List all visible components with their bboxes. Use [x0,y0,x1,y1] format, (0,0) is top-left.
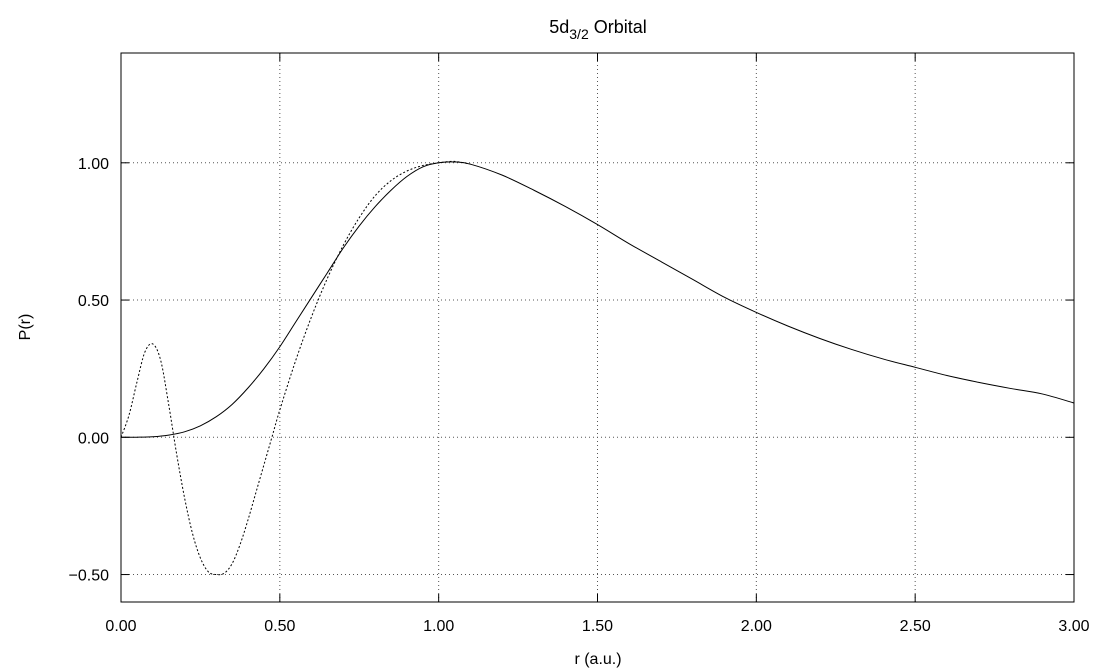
chart-title-subscript: 3/2 [569,26,589,42]
chart-title-suffix: Orbital [589,17,647,37]
x-tick-label: 2.50 [900,618,931,635]
x-tick-label: 3.00 [1058,618,1089,635]
y-tick-label: 0.00 [78,430,109,447]
x-tick-label: 1.00 [423,618,454,635]
x-tick-label: 1.50 [582,618,613,635]
plot-frame [120,52,1075,603]
chart-title: 5d3/2 Orbital [549,17,647,42]
x-tick-label: 0.50 [264,618,295,635]
axis-ticks [120,53,1075,602]
series-lines [120,160,1075,576]
x-tick-label: 2.00 [741,618,772,635]
grid-lines [121,53,1074,602]
y-tick-label: 0.50 [78,293,109,310]
chart-title-main: 5d [549,17,569,37]
series-line-dotted [120,160,471,576]
x-tick-label: 0.00 [105,618,136,635]
x-axis-label: r (a.u.) [574,651,621,668]
y-tick-label: 1.00 [78,156,109,173]
y-tick-labels: −0.50 0.00 0.50 1.00 [69,156,110,585]
y-axis-label: P(r) [17,314,34,341]
x-tick-labels: 0.00 0.50 1.00 1.50 2.00 2.50 3.00 [105,618,1089,635]
y-tick-label: −0.50 [69,568,110,585]
